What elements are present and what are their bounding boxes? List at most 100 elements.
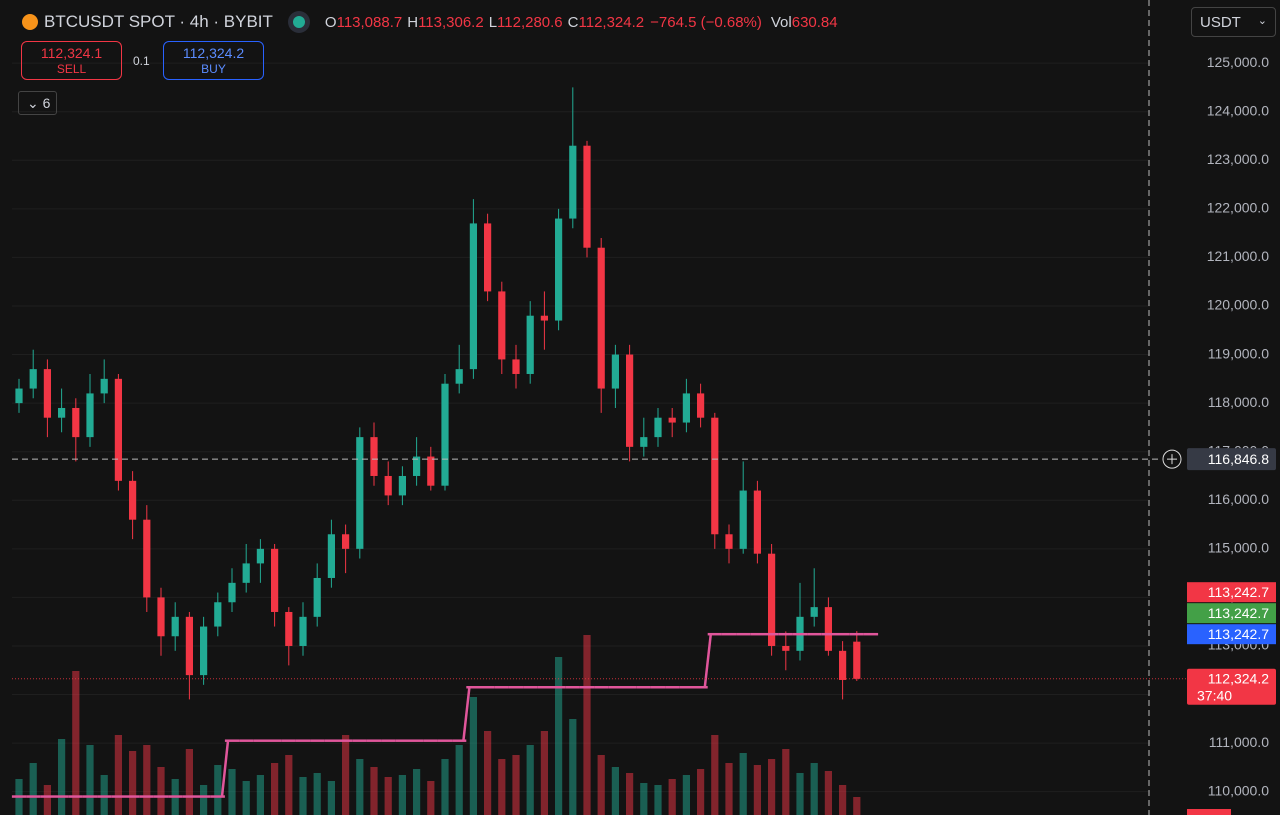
volume-bar — [271, 763, 279, 815]
candle-body — [398, 475, 406, 496]
status-dot — [292, 16, 305, 28]
candle-body — [299, 616, 307, 646]
volume-bar — [796, 773, 804, 815]
volume-bar — [583, 635, 591, 815]
y-tick-label: 123,000.0 — [1207, 151, 1269, 167]
candle-body — [824, 607, 832, 651]
volume-bar — [58, 739, 66, 815]
candle-body — [185, 616, 193, 676]
buy-label: BUY — [201, 62, 226, 76]
volume-bar — [810, 763, 818, 815]
sell-price: 112,324.1 — [40, 45, 103, 61]
candle-body — [611, 354, 619, 389]
candle-body — [768, 553, 776, 646]
volume-bar — [72, 671, 80, 815]
candle-body — [626, 354, 634, 447]
volume-bar — [214, 765, 222, 815]
candle-body — [214, 602, 222, 627]
candle-body — [739, 490, 747, 549]
volume-bar — [626, 773, 634, 815]
price-tag — [1187, 624, 1276, 645]
volume-bar — [555, 657, 563, 815]
candle-body — [129, 480, 137, 520]
price-tag-label: 113,242.7 — [1208, 584, 1269, 600]
y-tick-label: 111,000.0 — [1209, 734, 1269, 750]
add-alert-button[interactable] — [1162, 449, 1182, 469]
vol-value: 630.84 — [791, 13, 838, 31]
candle-body — [682, 393, 690, 423]
volume-bar — [498, 759, 506, 815]
volume-bar — [711, 735, 719, 815]
candle-body — [342, 534, 350, 549]
volume-bar — [143, 745, 151, 815]
volume-bar — [86, 745, 94, 815]
y-tick-label: 116,000.0 — [1208, 491, 1269, 507]
sell-button[interactable]: 112,324.1 SELL — [21, 41, 122, 80]
y-tick-label: 121,000.0 — [1207, 248, 1269, 264]
candle-body — [228, 582, 236, 603]
quantity[interactable]: 0.1 — [133, 54, 150, 68]
volume-bar — [200, 785, 208, 815]
candle-body — [810, 607, 818, 617]
volume-bar — [512, 755, 520, 815]
candle-body — [853, 641, 861, 679]
crosshair-tag — [1187, 448, 1276, 471]
last-price-tag — [1187, 668, 1276, 705]
volume-bar — [782, 749, 790, 815]
candle-body — [583, 145, 591, 248]
buy-button[interactable]: 112,324.2 BUY — [163, 41, 264, 80]
volume-bar — [342, 735, 350, 815]
ohlc-key: L — [488, 13, 498, 31]
volume-bar — [29, 763, 37, 815]
volume-bar — [469, 697, 477, 815]
candle-body — [29, 369, 37, 389]
candle-body — [654, 417, 662, 438]
ohlc-value: 112,324.2 — [578, 13, 645, 31]
last-price-label: 112,324.2 — [1208, 671, 1269, 687]
volume-bar — [739, 753, 747, 815]
volume-bar — [654, 785, 662, 815]
candle-body — [753, 490, 761, 554]
y-tick-label: 118,000.0 — [1208, 394, 1269, 410]
volume-bar — [129, 751, 137, 815]
volume-bar — [526, 745, 534, 815]
buy-price: 112,324.2 — [182, 45, 245, 61]
candle-body — [143, 519, 151, 598]
price-tag-label: 113,242.7 — [1208, 605, 1269, 621]
symbol[interactable]: BTCUSDT SPOT · 4h · BYBIT — [44, 12, 273, 31]
candle-body — [455, 369, 463, 384]
candle-body — [256, 548, 264, 564]
volume-bar — [299, 777, 307, 815]
volume-bar — [540, 731, 548, 815]
change: −764.5 (−0.68%) — [650, 13, 762, 31]
sell-label: SELL — [56, 62, 87, 76]
ohlc: O113,088.7 H113,306.2 L112,280.6 C112,324.2 — [325, 14, 644, 31]
candle-body — [484, 223, 492, 292]
y-tick-label: 115,000.0 — [1208, 540, 1269, 556]
volume-bar — [327, 781, 335, 815]
volume-bar — [356, 759, 364, 815]
coin-icon — [22, 14, 38, 30]
currency-select[interactable]: USDT ⌄ — [1191, 7, 1276, 37]
crosshair-label: 116,846.8 — [1208, 451, 1269, 467]
price-tag — [1187, 582, 1276, 603]
candle-body — [640, 437, 648, 447]
candle-body — [370, 437, 378, 476]
y-tick-label: 122,000.0 — [1207, 200, 1269, 216]
candle-body — [43, 369, 51, 418]
candle-body — [271, 548, 279, 612]
candle-body — [58, 407, 66, 418]
candle-body — [782, 645, 790, 651]
indicators-toggle[interactable]: ⌄ 6 — [18, 91, 57, 115]
volume-bar — [682, 775, 690, 815]
volume-bar — [668, 779, 676, 815]
legend: BTCUSDT SPOT · 4h · BYBIT O113,088.7 H113… — [22, 10, 838, 34]
candle-body — [725, 534, 733, 549]
ohlc-item: L112,280.6 — [489, 14, 563, 31]
y-tick-label: 110,000.0 — [1208, 782, 1269, 798]
volume-bar — [427, 781, 435, 815]
candle-body — [285, 611, 293, 646]
y-tick-label: 120,000.0 — [1207, 297, 1269, 313]
